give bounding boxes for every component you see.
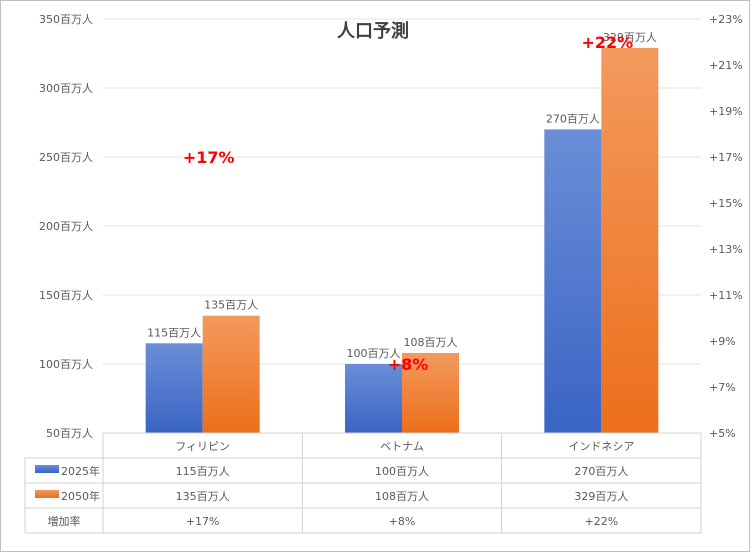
data-label: 115百万人 [147, 326, 201, 339]
y-tick-label: 300百万人 [39, 82, 93, 95]
y2-tick-label: +9% [709, 335, 736, 348]
bar-2025 [345, 364, 402, 433]
y-tick-label: 50百万人 [46, 427, 93, 440]
y2-tick-label: +5% [709, 427, 736, 440]
table-cell: 135百万人 [176, 490, 230, 503]
bar-2025 [544, 129, 602, 433]
y-tick-label: 100百万人 [39, 358, 93, 371]
category-label: フィリピン [175, 440, 230, 453]
table-cell: 100百万人 [375, 465, 429, 478]
chart-title: 人口予測 [337, 20, 409, 42]
table-row-label: 増加率 [48, 514, 81, 528]
table-cell: +8% [389, 515, 416, 528]
table-cell: 108百万人 [375, 490, 429, 503]
y2-tick-label: +23% [709, 13, 743, 26]
bars [145, 47, 659, 433]
table-cell: 270百万人 [574, 465, 628, 478]
y2-tick-label: +11% [709, 289, 743, 302]
legend-swatch [35, 490, 59, 498]
table-cell: 329百万人 [574, 490, 628, 503]
bar-2050 [601, 47, 659, 433]
data-label: 100百万人 [347, 347, 401, 360]
y2-tick-label: +13% [709, 243, 743, 256]
y-tick-label: 250百万人 [39, 151, 93, 164]
y2-tick-label: +15% [709, 197, 743, 210]
y2-tick-label: +19% [709, 105, 743, 118]
table-cell: +17% [186, 515, 220, 528]
y2-tick-label: +17% [709, 151, 743, 164]
table-cell: +22% [584, 515, 618, 528]
growth-rate-label: +17% [183, 148, 235, 167]
axes: 50百万人 100百万人 150百万人 200百万人 250百万人 300百万人 350百万… [39, 13, 743, 440]
y2-tick-label: +7% [709, 381, 736, 394]
data-label: 329百万人 [603, 31, 657, 44]
bar-2050 [202, 315, 260, 433]
y-tick-label: 150百万人 [39, 289, 93, 302]
legend-swatch [35, 465, 59, 473]
growth-rate-label: +22% [581, 33, 633, 52]
y-tick-label: 200百万人 [39, 220, 93, 233]
data-table: フィリピン ベトナム インドネシア 2025年 115百万人 100百万人 270百万人 20… [24, 432, 702, 534]
data-label: 108百万人 [404, 336, 458, 349]
bar-2050 [402, 352, 459, 433]
legend-label: 2025年 [61, 464, 100, 478]
category-label: インドネシア [568, 440, 634, 453]
legend-label: 2050年 [61, 489, 100, 503]
data-label: 135百万人 [204, 299, 258, 312]
y2-tick-label: +21% [709, 59, 743, 72]
growth-rate-label: +8% [388, 355, 429, 374]
bar-2025 [145, 343, 203, 433]
y-tick-label: 350百万人 [39, 13, 93, 26]
table-cell: 115百万人 [176, 465, 230, 478]
data-label: 270百万人 [546, 112, 600, 125]
category-label: ベトナム [380, 440, 424, 453]
